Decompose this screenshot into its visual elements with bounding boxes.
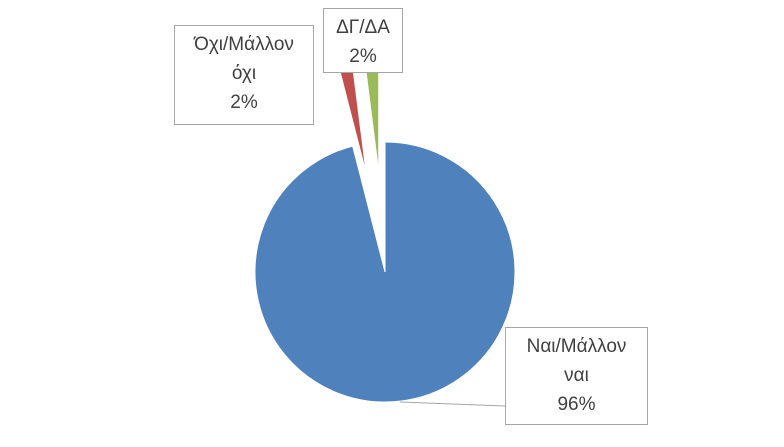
- value-label: 2%: [349, 46, 377, 67]
- category-label: Ναι/Μάλλον ναι: [526, 336, 627, 386]
- leader-line: [399, 401, 506, 407]
- data-label: ΔΓ/ΔΑ 2%: [323, 8, 403, 73]
- value-label: 96%: [557, 394, 596, 415]
- category-label: ΔΓ/ΔΑ: [336, 17, 390, 38]
- category-label: Όχι/Μάλλον όχι: [194, 34, 294, 84]
- pie-slice: [254, 141, 516, 403]
- data-label: Ναι/Μάλλον ναι 96%: [505, 327, 648, 425]
- value-label: 2%: [230, 92, 258, 113]
- data-label: Όχι/Μάλλον όχι 2%: [174, 25, 314, 125]
